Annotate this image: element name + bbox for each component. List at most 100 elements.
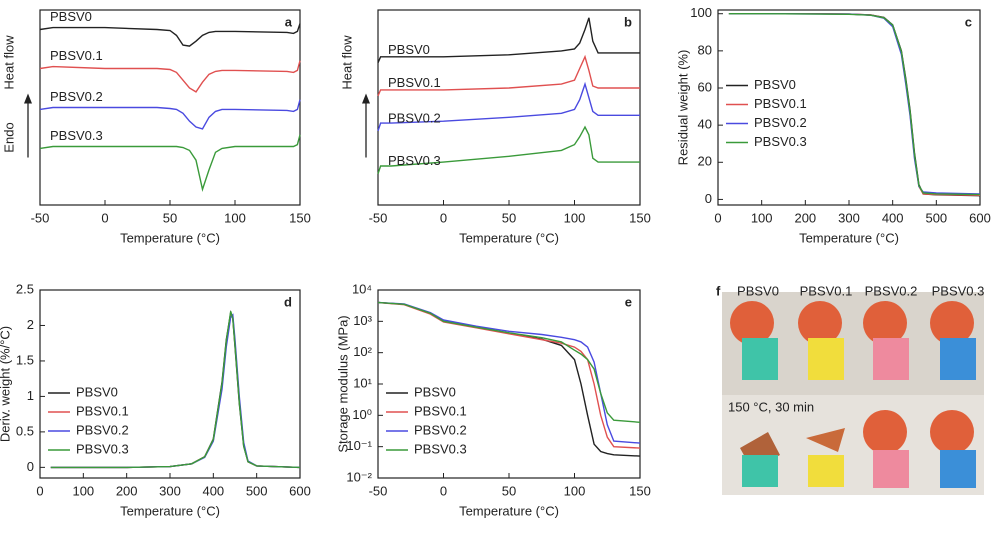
x-tick-label: 300 xyxy=(838,210,860,225)
y-tick-label: 0 xyxy=(705,191,712,206)
x-axis-label: Temperature (°C) xyxy=(459,230,559,245)
x-tick-label: 100 xyxy=(564,483,586,498)
y-tick-label: 10³ xyxy=(353,313,372,328)
clip xyxy=(742,338,778,380)
legend-label: PBSV0 xyxy=(414,384,456,399)
x-axis-label: Temperature (°C) xyxy=(120,503,220,518)
sample-label: PBSV0 xyxy=(737,283,779,298)
clip xyxy=(873,450,909,488)
x-tick-label: 0 xyxy=(714,210,721,225)
series-line xyxy=(728,13,981,196)
panel-label: b xyxy=(624,14,632,29)
panel-label: a xyxy=(285,14,293,29)
legend-label: PBSV0 xyxy=(50,9,92,24)
disk xyxy=(930,301,974,345)
disk xyxy=(930,410,974,454)
disk xyxy=(798,301,842,345)
legend-label: PBSV0.2 xyxy=(388,110,441,125)
legend-label: PBSV0.1 xyxy=(388,75,441,90)
legend-label: PBSV0.2 xyxy=(50,89,103,104)
clip xyxy=(940,450,976,488)
legend-label: PBSV0.3 xyxy=(388,153,441,168)
deformed-disk xyxy=(806,428,845,452)
legend-label: PBSV0 xyxy=(754,77,796,92)
x-tick-label: 400 xyxy=(202,483,224,498)
y-tick-label: 0.5 xyxy=(16,423,34,438)
x-tick-label: 200 xyxy=(116,483,138,498)
y-tick-label: 10¹ xyxy=(353,375,372,390)
series-line xyxy=(377,125,640,175)
y-tick-label: 1 xyxy=(27,388,34,403)
y-tick-label: 2.5 xyxy=(16,281,34,296)
panel-label: d xyxy=(284,294,292,309)
x-tick-label: -50 xyxy=(369,210,388,225)
y-axis-label: Heat flow xyxy=(1,35,16,90)
x-axis-label: Temperature (°C) xyxy=(799,230,899,245)
legend-label: PBSV0.2 xyxy=(76,422,129,437)
y-tick-label: 10⁻² xyxy=(346,469,372,484)
series-line xyxy=(377,81,640,132)
panel-label: e xyxy=(625,294,632,309)
clip xyxy=(808,338,844,380)
y-tick-label: 2 xyxy=(27,317,34,332)
x-tick-label: -50 xyxy=(31,210,50,225)
endo-arrow-head xyxy=(24,93,32,104)
clip xyxy=(940,338,976,380)
legend-label: PBSV0.1 xyxy=(76,403,129,418)
endo-arrow-head xyxy=(362,93,370,104)
x-tick-label: -50 xyxy=(369,483,388,498)
x-tick-label: 100 xyxy=(224,210,246,225)
legend-label: PBSV0.1 xyxy=(414,403,467,418)
sample-label: PBSV0.1 xyxy=(800,283,853,298)
y-tick-label: 10⁻¹ xyxy=(346,438,372,453)
x-tick-label: 100 xyxy=(751,210,773,225)
y-tick-label: 80 xyxy=(698,42,712,57)
x-axis-label: Temperature (°C) xyxy=(459,503,559,518)
legend-label: PBSV0.1 xyxy=(50,48,103,63)
x-tick-label: 0 xyxy=(36,483,43,498)
x-tick-label: 400 xyxy=(882,210,904,225)
x-tick-label: 500 xyxy=(925,210,947,225)
x-tick-label: 100 xyxy=(564,210,586,225)
y-axis-label: Heat flow xyxy=(339,35,354,90)
x-tick-label: 50 xyxy=(502,210,516,225)
series-line xyxy=(50,311,301,469)
y-axis-label: Storage modulus (MPa) xyxy=(335,315,350,452)
x-tick-label: 600 xyxy=(969,210,991,225)
y-tick-label: 1.5 xyxy=(16,352,34,367)
disk xyxy=(863,301,907,345)
clip xyxy=(742,455,778,487)
legend-label: PBSV0.3 xyxy=(76,441,129,456)
x-tick-label: 150 xyxy=(289,210,311,225)
panel-label: f xyxy=(716,283,721,298)
legend-label: PBSV0 xyxy=(76,384,118,399)
legend-label: PBSV0.3 xyxy=(754,134,807,149)
x-tick-label: 600 xyxy=(289,483,311,498)
x-tick-label: 300 xyxy=(159,483,181,498)
x-tick-label: 0 xyxy=(101,210,108,225)
y-tick-label: 100 xyxy=(690,5,712,20)
y-tick-label: 60 xyxy=(698,79,712,94)
legend-label: PBSV0.2 xyxy=(414,422,467,437)
plot-frame xyxy=(377,9,641,206)
series-line xyxy=(39,99,301,130)
series-line xyxy=(39,23,301,47)
x-tick-label: 100 xyxy=(72,483,94,498)
legend-label: PBSV0 xyxy=(388,42,430,57)
x-tick-label: 150 xyxy=(629,483,651,498)
sample-label: PBSV0.3 xyxy=(932,283,985,298)
clip xyxy=(808,455,844,487)
sample-label: PBSV0.2 xyxy=(865,283,918,298)
x-tick-label: 0 xyxy=(440,210,447,225)
series-line xyxy=(377,301,641,423)
legend-label: PBSV0.3 xyxy=(414,441,467,456)
series-line xyxy=(39,134,301,193)
photo-caption: 150 °C, 30 min xyxy=(728,399,814,414)
legend-label: PBSV0.3 xyxy=(50,128,103,143)
series-line xyxy=(377,301,641,444)
x-tick-label: 150 xyxy=(629,210,651,225)
x-tick-label: 500 xyxy=(246,483,268,498)
y-tick-label: 40 xyxy=(698,117,712,132)
disk xyxy=(863,410,907,454)
